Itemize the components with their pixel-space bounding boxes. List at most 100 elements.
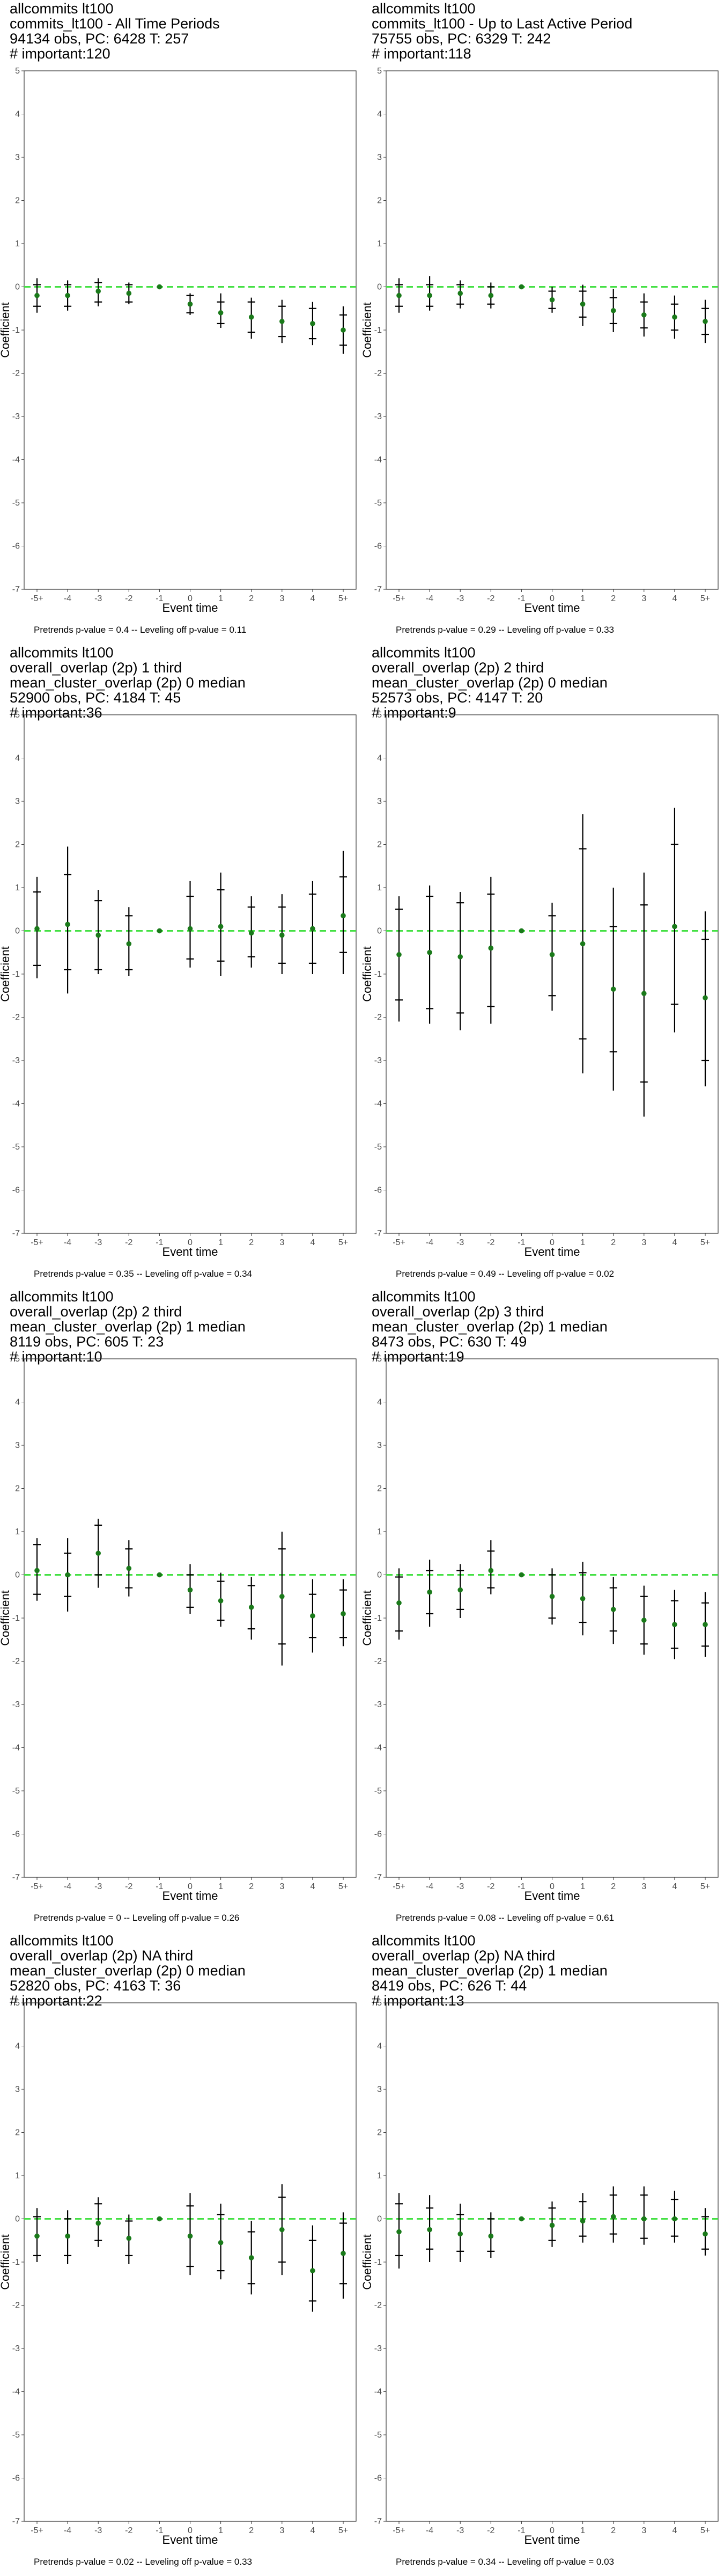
y-tick-label: 0 <box>377 927 382 936</box>
x-tick-label: -4 <box>426 594 433 603</box>
y-tick-label: 5 <box>15 711 20 720</box>
x-tick-label: 1 <box>580 1882 585 1891</box>
y-tick-label: -6 <box>12 1186 20 1195</box>
y-tick-label: 5 <box>15 67 20 76</box>
x-tick-label: -3 <box>94 1882 102 1891</box>
x-tick-label: 1 <box>580 1238 585 1247</box>
y-tick-label: -1 <box>374 326 382 335</box>
panel-title: allcommits lt100 overall_overlap (2p) NA … <box>372 1933 608 2008</box>
y-tick-label: 3 <box>15 153 20 162</box>
panel-title-line: allcommits lt100 <box>372 1933 476 1949</box>
panel-title-line: # important:13 <box>372 1993 464 2009</box>
event-study-panel: allcommits lt100 overall_overlap (2p) NA … <box>0 1932 362 2576</box>
x-tick-label: 3 <box>279 594 284 603</box>
x-tick-label: 4 <box>310 594 315 603</box>
x-tick-label: -3 <box>94 1238 102 1247</box>
y-axis-label: Coefficient <box>360 302 374 358</box>
x-tick-label: 4 <box>310 1882 315 1891</box>
coefficient-point <box>157 1572 162 1578</box>
event-study-panel: allcommits lt100 commits_lt100 - Up to La… <box>360 0 724 644</box>
y-tick-label: 0 <box>377 283 382 292</box>
x-tick-label: -5+ <box>393 594 405 603</box>
coefficient-point <box>310 2268 315 2273</box>
event-study-plot: 5 4 3 2 1 0 -1 -2 -3 -4 -5 -6 -7 -5+ -4 -3 -2 -1 0 1 2 3 4 5+ Ev… <box>360 1355 719 1902</box>
coefficient-point <box>187 2233 193 2239</box>
panel-title-line: 52573 obs, PC: 4147 T: 20 <box>372 690 543 706</box>
x-tick-label: -4 <box>426 2526 433 2535</box>
x-tick-label: 2 <box>611 594 616 603</box>
x-tick-label: -3 <box>94 2526 102 2535</box>
coefficient-point <box>126 1565 132 1571</box>
y-tick-label: -4 <box>374 2388 382 2397</box>
x-tick-label: 0 <box>188 1882 193 1891</box>
panel-title: allcommits lt100 overall_overlap (2p) 1 t… <box>10 645 246 720</box>
x-tick-label: 5+ <box>700 594 710 603</box>
panel-title-line: allcommits lt100 <box>372 1289 476 1305</box>
x-axis-label: Event time <box>524 1889 580 1902</box>
y-tick-label: 3 <box>15 797 20 806</box>
event-study-plot: 5 4 3 2 1 0 -1 -2 -3 -4 -5 -6 -7 -5+ -4 -3 -2 -1 0 1 2 3 4 5+ Ev… <box>0 1999 357 2546</box>
x-tick-label: -1 <box>518 2526 525 2535</box>
y-tick-label: -2 <box>374 1657 382 1666</box>
coefficient-point <box>341 327 346 333</box>
y-tick-label: 1 <box>377 883 382 892</box>
y-tick-label: -7 <box>374 585 382 594</box>
y-tick-label: 0 <box>15 1571 20 1580</box>
y-tick-label: -1 <box>374 970 382 979</box>
coefficient-point <box>580 2218 586 2224</box>
coefficient-point <box>65 921 70 927</box>
coefficient-point <box>703 995 708 1001</box>
x-tick-label: 1 <box>580 594 585 603</box>
y-axis-label: Coefficient <box>0 302 12 358</box>
y-tick-label: -5 <box>12 499 20 508</box>
y-tick-label: -7 <box>374 1229 382 1238</box>
coefficient-point <box>279 319 285 324</box>
event-study-panel: allcommits lt100 commits_lt100 - All Time… <box>0 0 362 644</box>
coefficient-point <box>580 1596 586 1601</box>
coefficient-point <box>610 308 616 313</box>
coefficient-point <box>248 1605 254 1610</box>
y-tick-label: -3 <box>374 1056 382 1065</box>
x-tick-label: 4 <box>672 594 677 603</box>
x-tick-label: 0 <box>550 1882 555 1891</box>
event-study-panel: allcommits lt100 overall_overlap (2p) 2 t… <box>360 644 724 1288</box>
x-axis-label: Event time <box>162 601 218 614</box>
x-tick-label: -1 <box>518 594 525 603</box>
y-tick-label: 2 <box>377 840 382 850</box>
coefficient-point <box>580 941 586 947</box>
x-tick-label: 2 <box>611 2526 616 2535</box>
panel-title-line: allcommits lt100 <box>372 645 476 661</box>
y-tick-label: -3 <box>12 412 20 421</box>
y-tick-label: -5 <box>374 1787 382 1796</box>
y-tick-label: 5 <box>377 67 382 76</box>
x-tick-label: 5+ <box>338 2526 348 2535</box>
panel-title-line: mean_cluster_overlap (2p) 1 median <box>372 1963 608 1979</box>
coefficient-point <box>488 945 494 951</box>
y-tick-label: 4 <box>377 754 382 763</box>
y-tick-label: 1 <box>15 1527 20 1536</box>
x-tick-label: 2 <box>611 1882 616 1891</box>
plot-frame <box>386 70 719 590</box>
x-tick-label: 4 <box>310 2526 315 2535</box>
y-tick-label: -5 <box>374 1143 382 1152</box>
x-axis-label: Event time <box>524 2533 580 2546</box>
y-tick-label: 2 <box>377 1484 382 1494</box>
y-tick-label: -6 <box>12 2474 20 2483</box>
y-tick-label: -3 <box>12 1056 20 1065</box>
y-tick-label: -5 <box>374 499 382 508</box>
y-tick-label: 0 <box>15 927 20 936</box>
y-tick-label: 1 <box>377 1527 382 1536</box>
event-study-plot: 5 4 3 2 1 0 -1 -2 -3 -4 -5 -6 -7 -5+ -4 -3 -2 -1 0 1 2 3 4 5+ Ev… <box>360 711 719 1258</box>
panel-title-line: 52820 obs, PC: 4163 T: 36 <box>10 1978 181 1994</box>
coefficient-point <box>672 2216 677 2222</box>
coefficient-point <box>703 1622 708 1627</box>
coefficient-point <box>427 2227 432 2233</box>
y-tick-label: 1 <box>377 239 382 248</box>
p-value-caption: Pretrends p-value = 0.02 -- Leveling off… <box>34 2557 252 2567</box>
y-tick-label: -2 <box>12 1013 20 1022</box>
panel-title-line: allcommits lt100 <box>372 1 476 17</box>
y-axis-label: Coefficient <box>360 1590 374 1646</box>
panel-title-line: 8419 obs, PC: 626 T: 44 <box>372 1978 527 1994</box>
coefficient-point <box>610 1607 616 1612</box>
